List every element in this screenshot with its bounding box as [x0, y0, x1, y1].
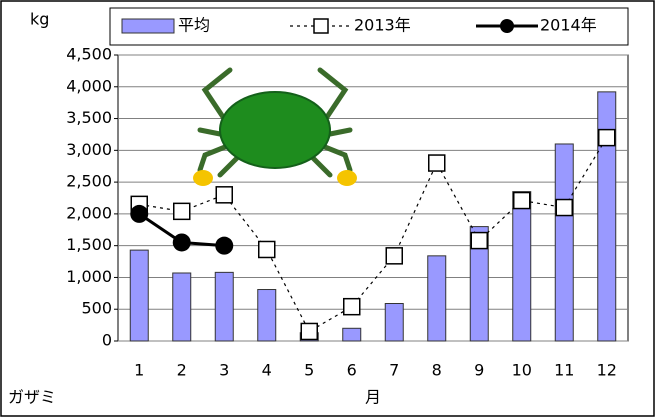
bar: [129, 249, 149, 342]
legend-box: [109, 7, 629, 46]
bar: [427, 255, 447, 342]
point: [173, 202, 191, 221]
point: [130, 204, 149, 223]
x-tick-label: 7: [389, 361, 399, 380]
bar: [469, 226, 489, 342]
y-tick-label: 0: [102, 331, 112, 350]
legend-label: 2014年: [540, 16, 597, 35]
point: [513, 191, 531, 210]
corner-label: ガザミ: [8, 388, 56, 407]
legend-label: 平均: [178, 16, 210, 35]
x-tick-label: 10: [512, 361, 532, 380]
bar: [214, 271, 234, 342]
point: [300, 322, 318, 341]
y-tick-label: 500: [81, 299, 112, 318]
x-tick-label: 5: [304, 361, 314, 380]
y-tick-label: 1,500: [66, 235, 112, 254]
point: [555, 198, 573, 217]
x-tick-label: 6: [347, 361, 357, 380]
point: [428, 154, 446, 172]
y-unit: kg: [30, 10, 49, 29]
bar: [384, 303, 404, 342]
y-tick-label: 1,000: [66, 267, 112, 286]
point: [258, 240, 276, 259]
point: [598, 128, 616, 147]
legend-marker: [500, 19, 514, 33]
y-tick-label: 4,000: [66, 76, 112, 95]
y-tick-label: 2,000: [66, 203, 112, 222]
y-tick-label: 3,500: [66, 108, 112, 127]
point: [385, 247, 403, 265]
bar: [257, 289, 277, 342]
bar: [512, 191, 532, 342]
y-tick-label: 4,500: [66, 45, 112, 64]
crab-illustration: [193, 67, 357, 186]
x-axis-label: 月: [365, 388, 381, 407]
x-tick-label: 9: [474, 361, 484, 380]
legend-label: 2013年: [354, 16, 411, 35]
y-tick-label: 3,000: [66, 140, 112, 159]
legend-swatch: [121, 18, 175, 34]
point: [215, 236, 234, 255]
bar: [342, 327, 362, 342]
point: [215, 186, 233, 204]
point: [343, 297, 361, 316]
point: [470, 231, 488, 250]
plot-area: [117, 54, 629, 342]
x-tick-label: 1: [134, 361, 144, 380]
x-tick-label: 3: [219, 361, 229, 380]
bar: [597, 91, 617, 342]
bar: [172, 272, 192, 342]
bar: [554, 143, 574, 342]
x-tick-label: 4: [262, 361, 272, 380]
x-tick-label: 11: [554, 361, 574, 380]
x-tick-label: 8: [432, 361, 442, 380]
legend-marker: [313, 18, 329, 34]
y-tick-label: 2,500: [66, 172, 112, 191]
point: [172, 233, 191, 252]
x-tick-label: 2: [177, 361, 187, 380]
x-tick-label: 12: [597, 361, 617, 380]
